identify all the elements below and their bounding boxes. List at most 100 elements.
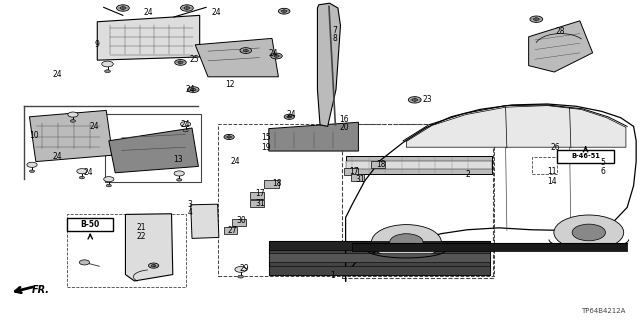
- Circle shape: [116, 5, 129, 11]
- Text: 3: 3: [188, 200, 193, 209]
- Bar: [269, 241, 490, 275]
- Bar: [557, 150, 614, 163]
- Text: 19: 19: [261, 143, 271, 152]
- Bar: [105, 114, 201, 182]
- Text: 24: 24: [269, 49, 278, 58]
- Circle shape: [178, 61, 183, 64]
- Polygon shape: [191, 204, 219, 238]
- Polygon shape: [529, 21, 593, 72]
- Circle shape: [184, 6, 189, 9]
- Polygon shape: [317, 3, 340, 126]
- Circle shape: [29, 170, 35, 172]
- Circle shape: [180, 5, 193, 11]
- Bar: [269, 253, 490, 262]
- Circle shape: [408, 97, 421, 103]
- Text: 31: 31: [255, 199, 265, 208]
- Text: 17: 17: [349, 167, 358, 176]
- Bar: [269, 266, 490, 275]
- Text: 20: 20: [339, 124, 349, 132]
- Circle shape: [224, 134, 234, 140]
- Bar: [250, 200, 264, 207]
- Circle shape: [278, 8, 290, 14]
- Circle shape: [188, 87, 199, 92]
- Text: 2: 2: [466, 170, 470, 179]
- Circle shape: [530, 16, 543, 22]
- Text: B-50: B-50: [81, 220, 100, 229]
- Text: 18: 18: [272, 179, 282, 188]
- Circle shape: [282, 10, 287, 12]
- Circle shape: [180, 122, 191, 127]
- Bar: [67, 218, 113, 231]
- Bar: [532, 157, 557, 174]
- Text: 13: 13: [173, 155, 182, 164]
- Circle shape: [148, 263, 159, 268]
- Bar: [269, 241, 490, 250]
- Text: 29: 29: [239, 264, 249, 273]
- Text: 28: 28: [556, 27, 565, 36]
- Text: 11: 11: [547, 167, 557, 176]
- Bar: [218, 124, 494, 276]
- Text: FR.: FR.: [32, 284, 50, 295]
- Text: 7: 7: [333, 26, 338, 35]
- Polygon shape: [125, 214, 173, 281]
- Circle shape: [106, 184, 111, 187]
- Text: TP64B4212A: TP64B4212A: [582, 308, 626, 314]
- Bar: [351, 174, 364, 181]
- Circle shape: [271, 53, 282, 59]
- Text: 5: 5: [600, 158, 605, 167]
- Text: 15: 15: [261, 133, 271, 142]
- Polygon shape: [97, 15, 200, 60]
- Text: 22: 22: [137, 232, 147, 241]
- Text: 31: 31: [355, 175, 365, 184]
- Text: 14: 14: [547, 177, 557, 186]
- Circle shape: [243, 49, 248, 52]
- Bar: [67, 214, 186, 287]
- Bar: [224, 227, 237, 234]
- Polygon shape: [269, 122, 358, 151]
- Text: 9: 9: [95, 40, 100, 49]
- Text: 25: 25: [189, 55, 199, 64]
- Circle shape: [120, 6, 125, 9]
- Text: 4: 4: [188, 208, 193, 217]
- Circle shape: [235, 267, 246, 272]
- Bar: [264, 180, 279, 188]
- Circle shape: [238, 275, 243, 278]
- Text: 30: 30: [237, 216, 246, 225]
- Circle shape: [175, 60, 186, 65]
- Circle shape: [183, 129, 188, 132]
- Bar: [346, 161, 492, 169]
- Bar: [232, 219, 246, 226]
- Text: 6: 6: [600, 167, 605, 176]
- Text: 24: 24: [211, 8, 221, 17]
- Circle shape: [287, 116, 292, 118]
- Polygon shape: [406, 106, 626, 147]
- Text: 23: 23: [422, 95, 432, 104]
- Text: 24: 24: [52, 152, 62, 161]
- Bar: [371, 161, 385, 168]
- Bar: [346, 156, 492, 174]
- Circle shape: [151, 264, 156, 267]
- Circle shape: [105, 70, 111, 73]
- Circle shape: [79, 176, 84, 179]
- Text: 24: 24: [287, 110, 296, 119]
- Circle shape: [102, 61, 113, 67]
- Circle shape: [533, 18, 539, 21]
- Text: 24: 24: [230, 157, 240, 166]
- Circle shape: [284, 114, 294, 119]
- Bar: [250, 192, 264, 199]
- Circle shape: [240, 48, 252, 53]
- Text: B-46-51: B-46-51: [571, 153, 600, 159]
- Text: 10: 10: [29, 132, 39, 140]
- Text: 24: 24: [180, 120, 190, 129]
- Circle shape: [554, 215, 624, 250]
- Text: 24: 24: [186, 85, 195, 94]
- Text: 1: 1: [330, 271, 335, 280]
- Text: 24: 24: [52, 70, 62, 79]
- Bar: [352, 243, 627, 251]
- Circle shape: [70, 120, 76, 122]
- Text: 26: 26: [550, 143, 560, 152]
- Text: 27: 27: [228, 226, 237, 235]
- Text: 24: 24: [83, 168, 93, 177]
- Circle shape: [227, 136, 232, 138]
- Circle shape: [104, 177, 114, 182]
